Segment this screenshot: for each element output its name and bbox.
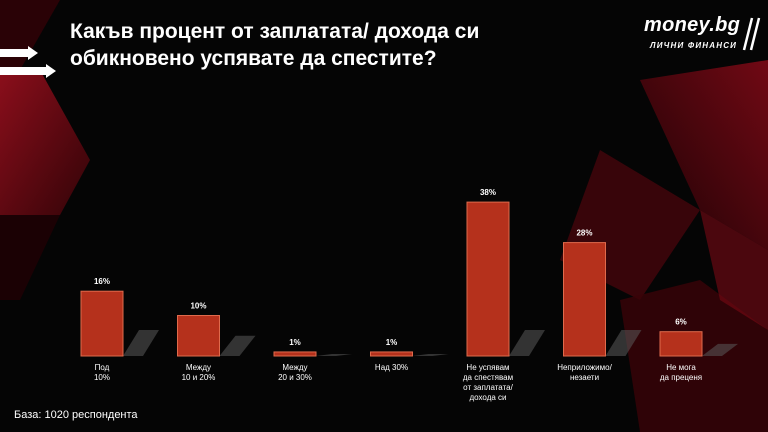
- value-label: 1%: [289, 338, 301, 347]
- bar: [659, 331, 703, 357]
- bar-shadow: [412, 353, 449, 356]
- value-label: 28%: [576, 229, 592, 238]
- bar-shadow: [509, 330, 545, 356]
- category-label: Не успявам да спестявам от заплатата/доход…: [463, 363, 514, 402]
- bar-shadow: [219, 335, 256, 356]
- category-label: Между 10 и 20%: [182, 363, 216, 382]
- value-label: 6%: [675, 318, 687, 327]
- base-note: База: 1020 респондента: [14, 409, 138, 421]
- category-label: Неприложимо/незаети: [557, 363, 612, 382]
- category-label: Между 20 и 30%: [278, 363, 312, 382]
- bar-shadow: [702, 343, 738, 356]
- category-label: Под 10%: [94, 363, 110, 382]
- bar-shadow: [123, 330, 159, 356]
- bar: [563, 242, 606, 357]
- logo-slash-icon: [742, 17, 761, 51]
- bar: [177, 315, 220, 357]
- bar: [80, 290, 124, 357]
- value-label: 16%: [94, 277, 110, 286]
- bar: [370, 351, 413, 357]
- bar-shadow: [316, 353, 352, 356]
- value-label: 10%: [190, 302, 206, 311]
- bar: [466, 201, 510, 357]
- category-label: Над 30%: [375, 363, 408, 372]
- page-title: Какъв процент от заплатата/ дохода си об…: [70, 20, 480, 70]
- category-label: Не мога да преценя: [660, 363, 702, 382]
- arrow-right-icon: [0, 64, 56, 78]
- bar: [273, 351, 317, 357]
- logo: money.bg ЛИЧНИ ФИНАНСИ: [644, 14, 761, 58]
- value-label: 38%: [480, 188, 496, 197]
- bar-shadow: [605, 330, 642, 356]
- value-label: 1%: [386, 338, 398, 347]
- logo-text: money.bg: [644, 14, 741, 36]
- arrow-right-icon: [0, 46, 38, 60]
- logo-subtext: ЛИЧНИ ФИНАНСИ: [650, 41, 738, 50]
